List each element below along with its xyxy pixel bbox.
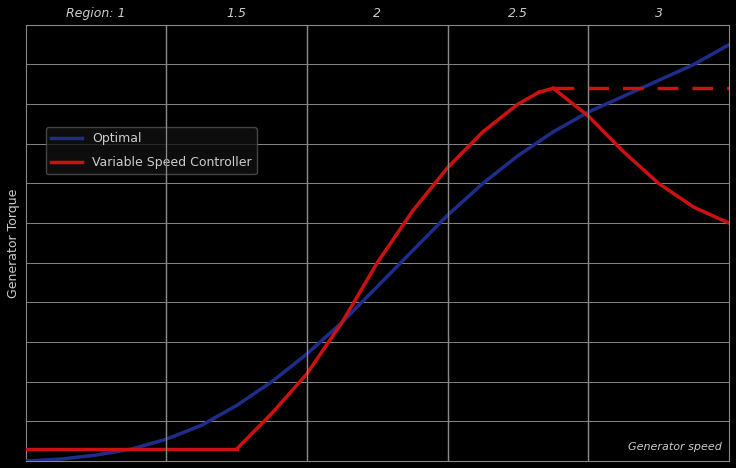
Legend: Optimal, Variable Speed Controller: Optimal, Variable Speed Controller bbox=[46, 127, 257, 174]
Text: Generator speed: Generator speed bbox=[628, 442, 722, 453]
Y-axis label: Generator Torque: Generator Torque bbox=[7, 188, 20, 298]
